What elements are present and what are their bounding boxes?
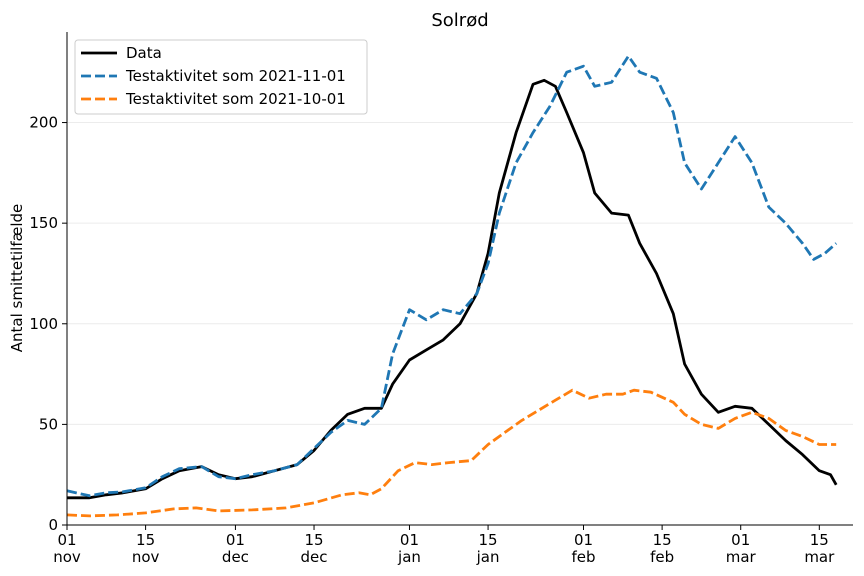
legend: Data Testaktivitet som 2021-11-01 Testakti… bbox=[74, 39, 368, 115]
y-tick-label: 50 bbox=[39, 415, 58, 433]
x-tick-month: dec bbox=[301, 548, 328, 566]
y-axis-label: Antal smittetilfælde bbox=[8, 204, 26, 353]
x-tick-day: 15 bbox=[810, 531, 829, 549]
series-lines bbox=[66, 54, 838, 518]
y-tick-label: 100 bbox=[29, 315, 58, 333]
x-tick-day: 15 bbox=[304, 531, 323, 549]
legend-frame bbox=[74, 39, 368, 115]
series-line-3 bbox=[66, 388, 837, 518]
legend-label-1: Data bbox=[126, 44, 162, 62]
y-tick-label: 200 bbox=[29, 114, 58, 132]
x-tick-day: 15 bbox=[479, 531, 498, 549]
x-tick-day: 15 bbox=[136, 531, 155, 549]
legend-label-2: Testaktivitet som 2021-11-01 bbox=[125, 67, 346, 85]
y-tick-label: 150 bbox=[29, 214, 58, 232]
x-tick-month: jan bbox=[476, 548, 500, 566]
x-tick-day: 01 bbox=[226, 531, 245, 549]
x-tick-month: dec bbox=[222, 548, 249, 566]
x-tick-month: nov bbox=[132, 548, 160, 566]
x-tick-day: 01 bbox=[574, 531, 593, 549]
chart-title: Solrød bbox=[431, 10, 488, 31]
x-tick-month: nov bbox=[53, 548, 81, 566]
x-tick-month: mar bbox=[804, 548, 835, 566]
x-tick-month: jan bbox=[397, 548, 421, 566]
x-tick-day: 01 bbox=[57, 531, 76, 549]
x-tick-day: 15 bbox=[653, 531, 672, 549]
series-line-1 bbox=[67, 78, 838, 500]
series-line-2 bbox=[66, 54, 838, 498]
y-ticks: 0 50 100 150 200 bbox=[29, 114, 67, 534]
x-tick-month: feb bbox=[571, 548, 595, 566]
x-tick-day: 01 bbox=[731, 531, 750, 549]
axes bbox=[66, 32, 853, 526]
x-tick-month: feb bbox=[650, 548, 674, 566]
y-tick-label: 0 bbox=[48, 516, 58, 534]
legend-label-3: Testaktivitet som 2021-10-01 bbox=[125, 90, 346, 108]
x-tick-day: 01 bbox=[400, 531, 419, 549]
x-ticks: 01nov15nov01dec15dec01jan15jan01feb15feb… bbox=[53, 525, 835, 566]
x-tick-month: mar bbox=[726, 548, 757, 566]
gridlines bbox=[67, 122, 853, 425]
